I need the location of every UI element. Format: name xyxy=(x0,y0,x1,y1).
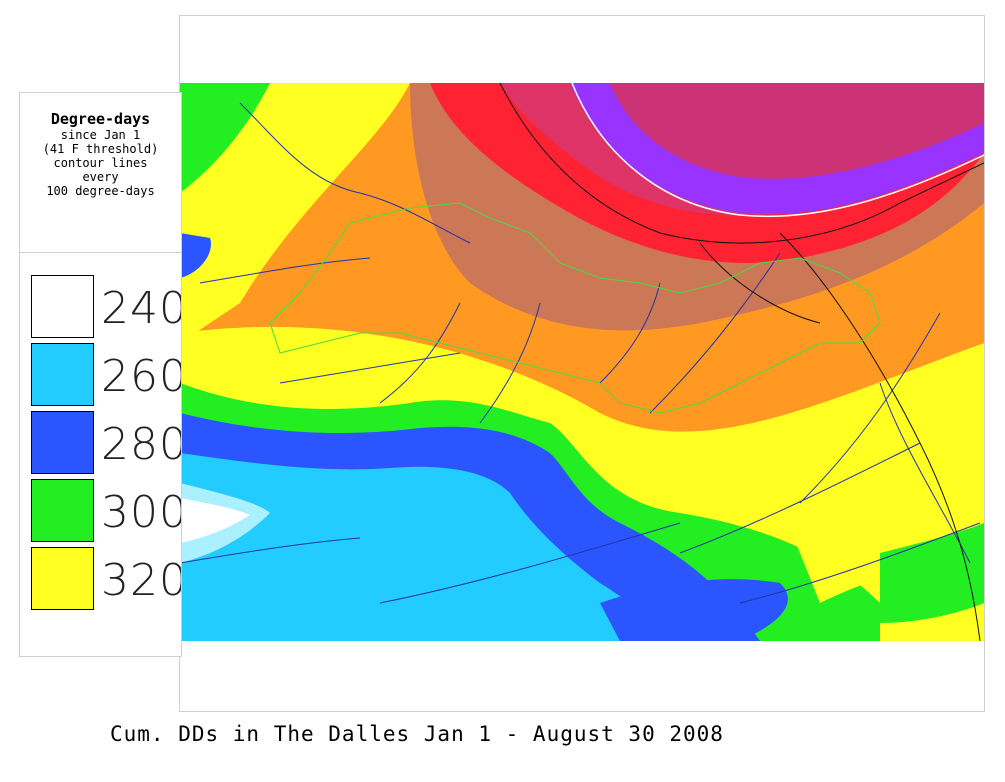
legend-header: Degree-days since Jan 1 (41 F threshold)… xyxy=(20,111,181,253)
contour-line xyxy=(269,202,881,414)
streams xyxy=(180,102,981,604)
legend-value-280: 280 xyxy=(101,419,182,470)
river-shoreline xyxy=(571,83,984,218)
legend-swatch-260 xyxy=(31,343,94,406)
map-caption: Cum. DDs in The Dalles Jan 1 - August 30… xyxy=(110,722,724,746)
roads xyxy=(499,83,984,641)
yellow-zone-upper-left xyxy=(180,83,410,343)
legend-title: Degree-days xyxy=(50,110,151,128)
legend-value-260: 260 xyxy=(101,351,182,402)
legend-subtitle-5: 100 degree-days xyxy=(46,184,155,198)
legend-subtitle-3: contour lines xyxy=(53,156,148,170)
legend-swatch-240 xyxy=(31,275,94,338)
legend-item-260: 260 xyxy=(31,343,182,409)
yellow-ridge-right xyxy=(780,443,984,603)
legend-subtitle-2: (41 F threshold) xyxy=(42,142,159,156)
legend-panel: Degree-days since Jan 1 (41 F threshold)… xyxy=(19,92,182,657)
degree-day-map[interactable] xyxy=(180,83,984,641)
legend-item-320: 320 xyxy=(31,547,182,613)
legend-item-240: 240 xyxy=(31,275,182,341)
legend-subtitle-1: since Jan 1 xyxy=(60,128,141,142)
green-patch-right xyxy=(880,523,984,623)
legend-item-300: 300 xyxy=(31,479,182,545)
legend-value-300: 300 xyxy=(101,487,182,538)
legend-swatch-280 xyxy=(31,411,94,474)
legend-swatch-320 xyxy=(31,547,94,610)
legend-item-280: 280 xyxy=(31,411,182,477)
legend-swatch-300 xyxy=(31,479,94,542)
cyan-zone xyxy=(180,453,680,641)
white-peak xyxy=(180,498,250,543)
river-inner xyxy=(610,83,984,179)
legend-value-240: 240 xyxy=(101,283,182,334)
legend-value-320: 320 xyxy=(101,555,182,606)
blue-ridge-lower xyxy=(600,579,788,641)
river-purple xyxy=(570,83,984,215)
legend-subtitle-4: every xyxy=(82,170,119,184)
blue-patch-left xyxy=(180,233,211,278)
